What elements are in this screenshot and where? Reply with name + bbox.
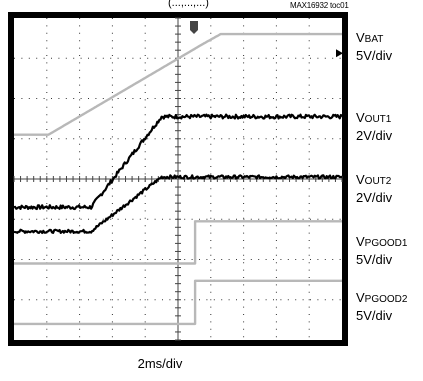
figure-reference-label: MAX16932 toc01 [290, 1, 349, 10]
level-marker [336, 49, 343, 58]
trace-vout2 [13, 174, 343, 234]
channel-name-sub: BAT [364, 34, 384, 45]
channel-name-base: V [356, 172, 365, 187]
channel-name-sub: PGOOD2 [364, 294, 408, 305]
channel-label-vout1: VOUT1 2V/div [356, 110, 392, 144]
trigger-marker [190, 21, 198, 30]
graticule-grid [13, 17, 343, 341]
channel-scale: 5V/div [356, 48, 393, 63]
trace-vpgood1 [13, 220, 343, 265]
traces [13, 32, 343, 326]
channel-label-vbat: VBAT 5V/div [356, 30, 392, 64]
channel-scale: 5V/div [356, 308, 393, 323]
channel-label-vpgood2: VPGOOD2 5V/div [356, 290, 407, 324]
channel-name-sub: PGOOD1 [364, 238, 408, 249]
channel-name-sub: OUT2 [364, 176, 392, 187]
header-truncated-text: (...,...,...) [168, 0, 209, 9]
x-scale-label: 2ms/div [137, 356, 183, 371]
trace-vpgood2 [13, 279, 343, 326]
channel-scale: 2V/div [356, 128, 393, 143]
channel-scale: 2V/div [356, 190, 393, 205]
channel-scale: 5V/div [356, 252, 393, 267]
channel-name-base: V [356, 290, 365, 305]
trace-vbat [13, 32, 343, 136]
channel-name-base: V [356, 110, 365, 125]
channel-label-vout2: VOUT2 2V/div [356, 172, 392, 206]
trace-vout1 [13, 113, 343, 211]
channel-label-vpgood1: VPGOOD1 5V/div [356, 234, 407, 268]
channel-name-base: V [356, 30, 365, 45]
trigger-marker-tip [190, 30, 198, 34]
markers [190, 21, 343, 58]
channel-name-base: V [356, 234, 365, 249]
channel-name-sub: OUT1 [364, 114, 392, 125]
